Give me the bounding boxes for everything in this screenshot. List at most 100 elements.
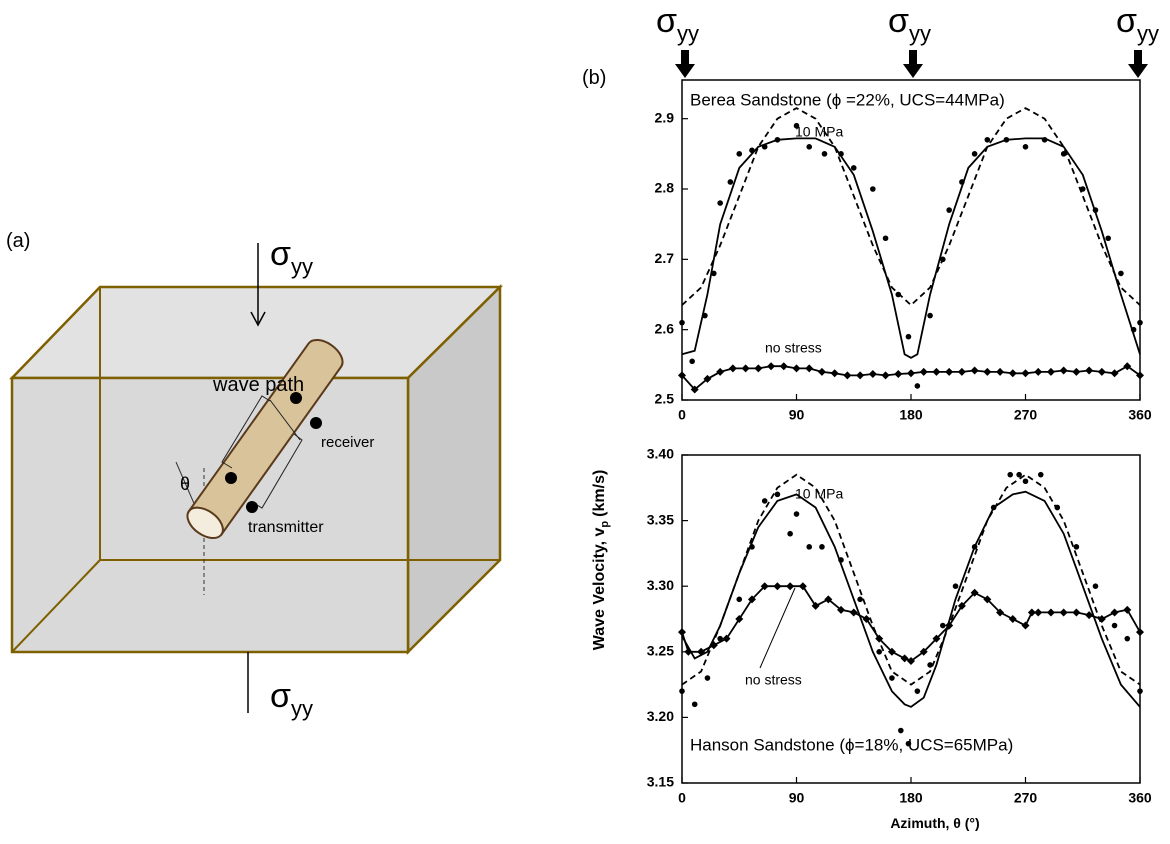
data-point (1061, 151, 1067, 157)
x-axis-label: Azimuth, θ (°) (890, 815, 979, 831)
data-point (1131, 327, 1137, 333)
y-tick-label: 2.6 (655, 320, 675, 336)
data-point (1093, 207, 1099, 213)
angle-label: θ (180, 474, 190, 494)
data-point (1004, 137, 1010, 143)
y-tick-label: 3.15 (647, 774, 674, 790)
data-point (749, 544, 755, 550)
y-tick-label: 3.40 (647, 446, 674, 462)
page: (a) σyy σyy wave path receiver transmitt… (0, 0, 1170, 844)
series-label: no stress (745, 672, 802, 688)
data-point (927, 662, 933, 668)
data-point (679, 688, 685, 694)
data-point (985, 137, 991, 143)
stress-symbol: σ (656, 2, 677, 40)
data-point (915, 688, 921, 694)
stress-subscript: yy (291, 254, 313, 279)
data-point (870, 186, 876, 192)
data-point (702, 313, 708, 319)
chart-annotation: Berea Sandstone (ϕ =22%, UCS=44MPa) (690, 90, 1005, 109)
data-point (991, 505, 997, 511)
data-point (736, 597, 742, 603)
x-tick-label: 90 (789, 790, 805, 806)
x-tick-label: 0 (678, 407, 686, 423)
stress-subscript: yy (1137, 21, 1159, 46)
chart: 3.153.203.253.303.353.4009018027036010 M… (647, 446, 1152, 806)
data-point (940, 257, 946, 263)
data-point (1023, 478, 1029, 484)
data-point (736, 151, 742, 157)
data-point (959, 179, 965, 185)
data-point (1137, 688, 1143, 694)
data-point (775, 137, 781, 143)
stress-arrow (1128, 50, 1148, 78)
data-point (705, 675, 711, 681)
data-point (1137, 320, 1143, 326)
stress-label: σyy (656, 2, 699, 46)
data-point (1105, 235, 1111, 241)
x-tick-label: 360 (1128, 407, 1152, 423)
transmitter-label: transmitter (248, 519, 324, 536)
data-point (762, 498, 768, 504)
stress-subscript: yy (291, 696, 313, 721)
data-point (1038, 472, 1044, 478)
x-tick-label: 360 (1128, 790, 1152, 806)
data-point (806, 144, 812, 150)
data-point (762, 144, 768, 150)
stress-arrow (903, 50, 923, 78)
panel-label: (a) (6, 230, 30, 252)
stress-subscript: yy (677, 21, 699, 46)
y-tick-label: 3.30 (647, 577, 674, 593)
stress-symbol: σ (888, 2, 909, 40)
stress-subscript: yy (909, 21, 931, 46)
x-tick-label: 270 (1014, 407, 1038, 423)
x-tick-label: 90 (789, 407, 805, 423)
data-point (1007, 472, 1013, 478)
data-point (889, 675, 895, 681)
x-tick-label: 270 (1014, 790, 1038, 806)
data-point (775, 492, 781, 498)
data-point (838, 151, 844, 157)
stress-symbol: σ (270, 235, 291, 273)
data-point (1112, 623, 1118, 629)
y-tick-label: 2.9 (655, 109, 675, 125)
data-point (692, 701, 698, 707)
plot-frame (682, 80, 1140, 400)
block-diagram (12, 243, 500, 713)
data-point (972, 151, 978, 157)
sensor (246, 501, 258, 513)
data-point (972, 544, 978, 550)
y-axis-label-subscript: p (599, 521, 611, 528)
data-point (940, 623, 946, 629)
stress-label: σyy (270, 677, 313, 721)
stress-symbol: σ (270, 677, 291, 715)
data-point (689, 359, 695, 365)
data-point (838, 557, 844, 563)
figure: (a) σyy σyy wave path receiver transmitt… (0, 0, 1170, 839)
sensor (310, 417, 322, 429)
series-label: 10 MPa (795, 124, 843, 140)
data-point (915, 383, 921, 389)
data-point (1055, 505, 1061, 511)
chart-annotation: Hanson Sandstone (ϕ=18%, UCS=65MPa) (690, 735, 1013, 754)
stress-label: σyy (270, 235, 313, 279)
y-axis-label-text: Wave Velocity, v (591, 527, 608, 650)
data-point (906, 334, 912, 340)
y-tick-label: 2.5 (655, 391, 675, 407)
x-tick-label: 0 (678, 790, 686, 806)
data-point (953, 583, 959, 589)
stress-label: σyy (888, 2, 931, 46)
data-point (946, 207, 952, 213)
data-point (711, 271, 717, 277)
data-point (794, 511, 800, 517)
stress-arrow (675, 50, 695, 78)
data-point (1118, 271, 1124, 277)
y-tick-label: 2.7 (655, 250, 675, 266)
data-point (787, 531, 793, 537)
data-point (883, 235, 889, 241)
data-point (822, 151, 828, 157)
data-point (749, 148, 755, 154)
wave-path-label: wave path (212, 374, 304, 396)
data-point (819, 544, 825, 550)
